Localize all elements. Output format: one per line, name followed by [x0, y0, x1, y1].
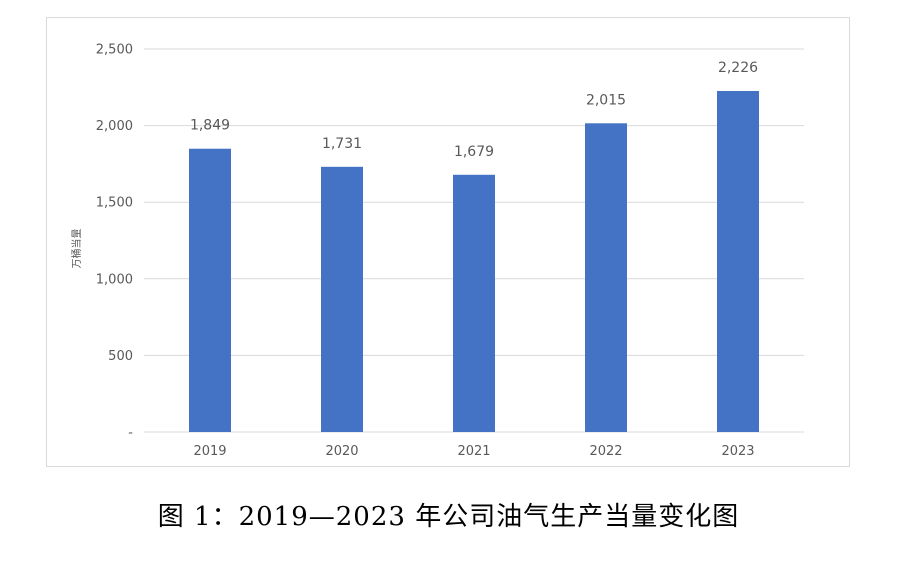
x-tick-label: 2021	[457, 444, 490, 459]
bar	[189, 148, 231, 432]
y-tick-label: 1,500	[96, 196, 133, 211]
x-tick-label: 2020	[325, 444, 358, 459]
y-tick-label: 2,000	[96, 119, 133, 134]
y-tick-label: -	[128, 426, 133, 441]
chart-frame: - 500 1,000 1,500 2,000 2,500 万桶当量 1,849 2019 1,7…	[46, 17, 850, 467]
y-tick-label: 2,500	[96, 43, 133, 58]
data-label: 1,731	[322, 136, 362, 152]
figure-caption: 图 1：2019—2023 年公司油气生产当量变化图	[157, 502, 740, 532]
data-label: 2,226	[718, 60, 758, 76]
bar	[321, 166, 363, 433]
data-label: 1,849	[190, 118, 230, 134]
x-tick-label: 2022	[589, 444, 622, 459]
bar	[585, 123, 627, 432]
bar	[453, 174, 495, 432]
y-tick-label: 500	[108, 349, 133, 364]
y-tick-label: 1,000	[96, 272, 133, 287]
x-tick-label: 2023	[721, 444, 754, 459]
y-axis-title: 万桶当量	[70, 229, 83, 269]
bar-chart: - 500 1,000 1,500 2,000 2,500 万桶当量 1,849 2019 1,7…	[70, 43, 804, 459]
data-label: 1,679	[454, 144, 494, 160]
bar	[717, 90, 759, 432]
data-label: 2,015	[586, 92, 626, 108]
x-tick-label: 2019	[193, 444, 226, 459]
